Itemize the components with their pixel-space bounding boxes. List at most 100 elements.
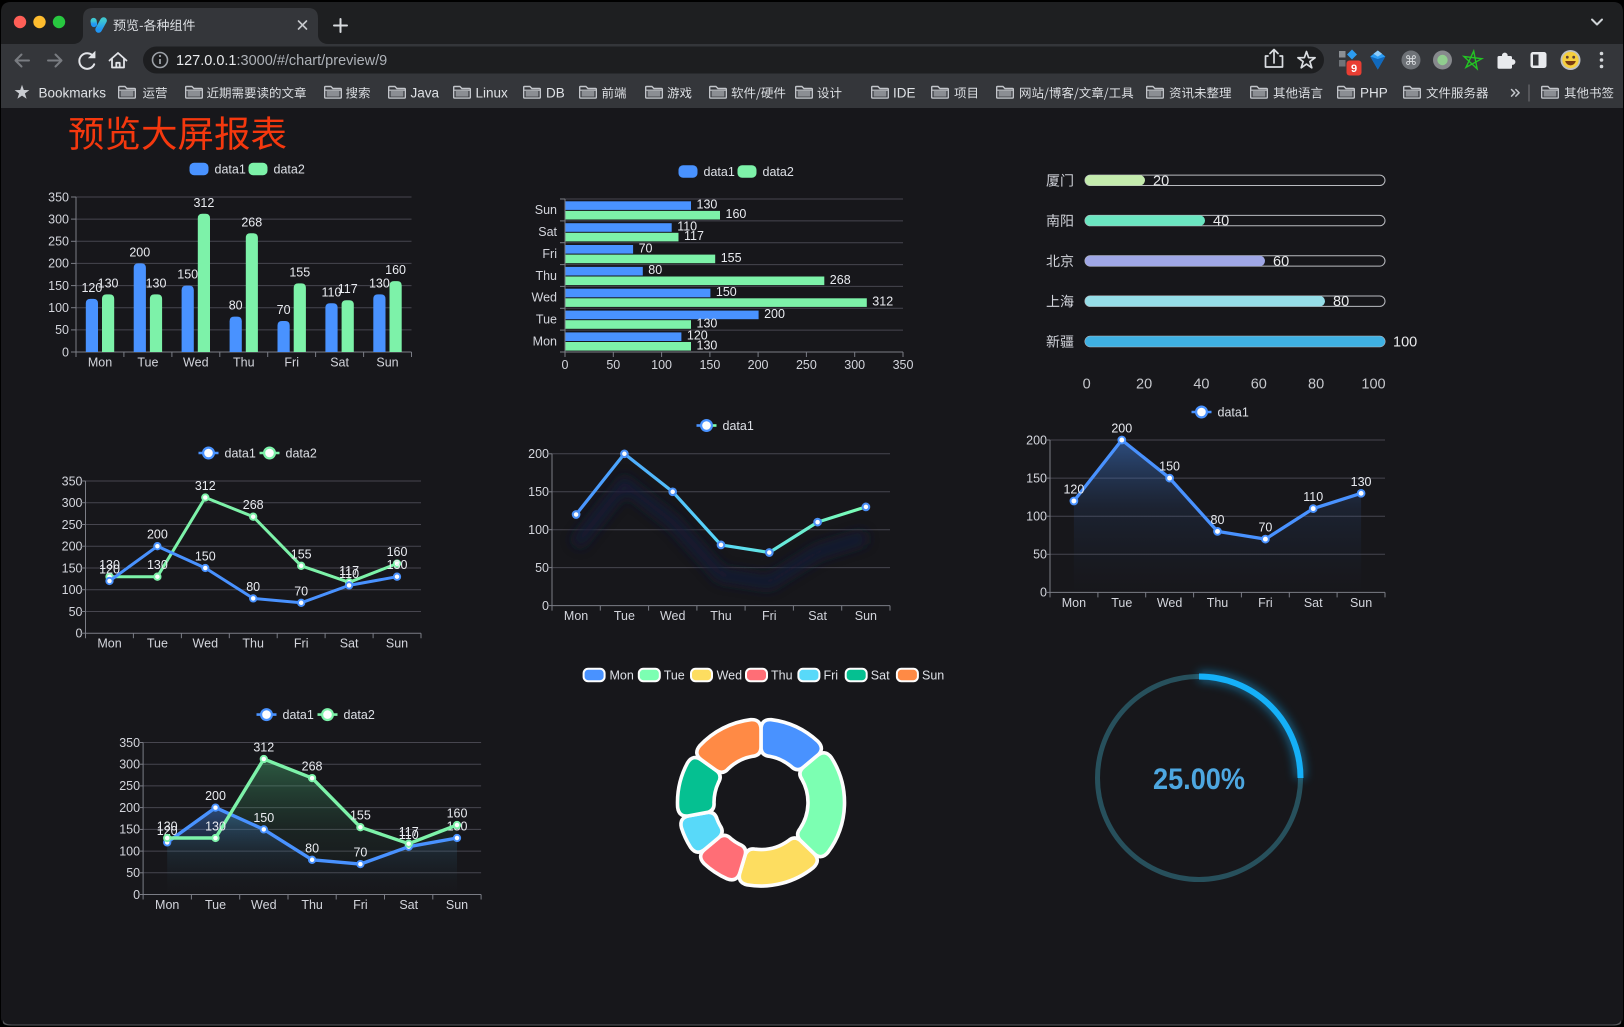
svg-text:data1: data1 <box>1218 405 1249 419</box>
svg-text:Wed: Wed <box>251 898 277 912</box>
svg-text:70: 70 <box>277 303 291 317</box>
svg-text:100: 100 <box>119 844 140 858</box>
svg-text:PHP: PHP <box>1360 86 1388 101</box>
svg-text:Wed: Wed <box>193 637 219 651</box>
svg-text:Wed: Wed <box>717 669 743 683</box>
svg-text:250: 250 <box>48 235 69 249</box>
svg-text:312: 312 <box>872 295 893 309</box>
svg-text:350: 350 <box>893 358 914 372</box>
svg-text:50: 50 <box>606 358 620 372</box>
svg-text:117: 117 <box>338 282 358 296</box>
svg-text:0: 0 <box>133 888 140 902</box>
svg-text:9: 9 <box>1351 63 1357 75</box>
svg-text:Fri: Fri <box>824 669 839 683</box>
svg-text:130: 130 <box>697 317 718 331</box>
svg-text:0: 0 <box>62 345 69 359</box>
svg-text:150: 150 <box>62 561 83 575</box>
svg-text:130: 130 <box>98 276 119 290</box>
svg-text:data2: data2 <box>286 446 317 460</box>
svg-text:155: 155 <box>350 809 371 823</box>
svg-text:Sun: Sun <box>1350 596 1372 610</box>
svg-text:Wed: Wed <box>660 609 686 623</box>
svg-text:150: 150 <box>1159 460 1180 474</box>
svg-text:Sat: Sat <box>808 609 827 623</box>
svg-text:150: 150 <box>699 358 720 372</box>
svg-text:80: 80 <box>246 580 260 594</box>
svg-text:25.00%: 25.00% <box>1153 763 1245 796</box>
svg-text:100: 100 <box>1361 377 1385 393</box>
svg-text:20: 20 <box>1136 377 1152 393</box>
svg-text:130: 130 <box>697 338 718 352</box>
svg-text:200: 200 <box>528 447 549 461</box>
svg-text:Fri: Fri <box>294 637 309 651</box>
svg-text:Thu: Thu <box>233 356 255 370</box>
svg-text:200: 200 <box>129 245 150 259</box>
svg-text:117: 117 <box>339 564 359 578</box>
svg-text:80: 80 <box>1211 513 1225 527</box>
svg-text:200: 200 <box>147 528 168 542</box>
svg-text:150: 150 <box>716 285 737 299</box>
svg-text:Sun: Sun <box>855 609 877 623</box>
svg-text:200: 200 <box>1111 422 1132 436</box>
svg-text:Tue: Tue <box>205 898 226 912</box>
svg-text:110: 110 <box>1303 490 1323 504</box>
svg-text:Fri: Fri <box>542 247 557 261</box>
svg-text:Wed: Wed <box>1157 596 1183 610</box>
svg-text:Tue: Tue <box>137 356 158 370</box>
svg-text:Fri: Fri <box>353 898 368 912</box>
svg-text:200: 200 <box>119 801 140 815</box>
svg-text:50: 50 <box>55 323 69 337</box>
svg-text:Sat: Sat <box>538 225 557 239</box>
svg-text:120: 120 <box>99 563 120 577</box>
svg-text:Tue: Tue <box>147 637 168 651</box>
svg-text:40: 40 <box>1193 377 1209 393</box>
svg-text:150: 150 <box>195 550 216 564</box>
svg-text:⌘: ⌘ <box>1405 53 1418 68</box>
svg-text:100: 100 <box>62 583 83 597</box>
svg-text:0: 0 <box>1083 377 1091 393</box>
svg-text:300: 300 <box>48 212 69 226</box>
svg-text:130: 130 <box>147 558 168 572</box>
svg-text:130: 130 <box>1351 475 1372 489</box>
svg-text:312: 312 <box>253 741 274 755</box>
svg-text:110: 110 <box>339 567 359 581</box>
svg-text:200: 200 <box>205 789 226 803</box>
svg-text:110: 110 <box>322 285 342 299</box>
svg-text:117: 117 <box>399 825 419 839</box>
svg-text:Sun: Sun <box>446 898 468 912</box>
svg-text:300: 300 <box>119 758 140 772</box>
svg-text:300: 300 <box>844 358 865 372</box>
svg-text:130: 130 <box>146 276 167 290</box>
svg-text:250: 250 <box>796 358 817 372</box>
svg-text:Sat: Sat <box>871 669 890 683</box>
svg-text:Mon: Mon <box>533 334 557 348</box>
svg-text:Thu: Thu <box>242 637 264 651</box>
svg-text:120: 120 <box>687 329 708 343</box>
svg-text:250: 250 <box>62 518 83 532</box>
svg-text:Fri: Fri <box>762 609 777 623</box>
svg-text:110: 110 <box>399 828 419 842</box>
svg-text:data1: data1 <box>215 162 246 176</box>
svg-text:Sun: Sun <box>535 203 557 217</box>
svg-text:Mon: Mon <box>88 356 112 370</box>
svg-text:130: 130 <box>369 276 390 290</box>
svg-text:80: 80 <box>648 263 662 277</box>
svg-text:Thu: Thu <box>535 269 557 283</box>
svg-text:Bookmarks: Bookmarks <box>39 86 107 101</box>
svg-text:117: 117 <box>684 229 704 243</box>
svg-text:110: 110 <box>677 220 697 234</box>
svg-text:350: 350 <box>119 736 140 750</box>
svg-text:120: 120 <box>81 281 102 295</box>
svg-text:155: 155 <box>289 265 310 279</box>
svg-text::3000/#/chart/preview/9: :3000/#/chart/preview/9 <box>237 53 388 69</box>
svg-text:268: 268 <box>241 215 262 229</box>
svg-text:data2: data2 <box>274 162 305 176</box>
svg-text:20: 20 <box>1153 173 1169 189</box>
svg-text:300: 300 <box>62 496 83 510</box>
svg-text:155: 155 <box>721 251 742 265</box>
svg-text:Mon: Mon <box>564 609 588 623</box>
svg-text:0: 0 <box>542 599 549 613</box>
svg-text:268: 268 <box>302 760 323 774</box>
svg-text:127.0.0.1: 127.0.0.1 <box>176 53 236 69</box>
svg-text:130: 130 <box>697 198 718 212</box>
